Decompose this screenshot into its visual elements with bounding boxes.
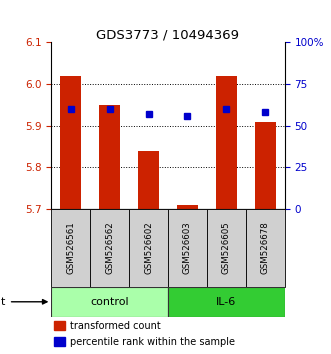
Bar <box>177 205 198 209</box>
Text: percentile rank within the sample: percentile rank within the sample <box>70 337 235 347</box>
Text: GSM526605: GSM526605 <box>222 221 231 274</box>
Text: GSM526602: GSM526602 <box>144 221 153 274</box>
Bar <box>54 321 65 330</box>
Text: agent: agent <box>0 297 47 307</box>
Text: IL-6: IL-6 <box>216 297 236 307</box>
Text: control: control <box>90 297 129 307</box>
Bar <box>246 209 285 287</box>
Bar <box>54 337 65 346</box>
Bar <box>168 209 207 287</box>
Title: GDS3773 / 10494369: GDS3773 / 10494369 <box>96 28 240 41</box>
Bar <box>60 76 81 209</box>
Bar <box>90 209 129 287</box>
Text: GSM526562: GSM526562 <box>105 221 114 274</box>
Bar <box>129 209 168 287</box>
Text: GSM526678: GSM526678 <box>261 221 270 274</box>
Text: GSM526603: GSM526603 <box>183 221 192 274</box>
Bar <box>51 287 168 317</box>
Text: GSM526561: GSM526561 <box>66 221 75 274</box>
Text: transformed count: transformed count <box>70 321 161 331</box>
Bar <box>99 105 120 209</box>
Bar <box>51 209 90 287</box>
Bar <box>255 121 276 209</box>
Bar <box>207 209 246 287</box>
Bar <box>138 151 159 209</box>
Bar <box>215 76 237 209</box>
Bar <box>168 287 285 317</box>
